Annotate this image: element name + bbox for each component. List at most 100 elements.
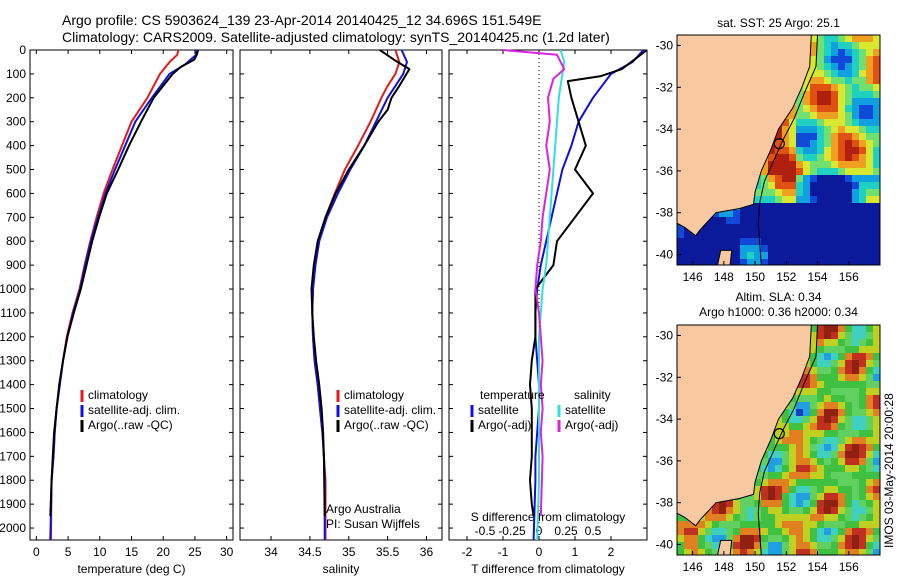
series-line-argo-raw-qc- [49, 49, 200, 517]
y-tick-label: 700 [6, 210, 26, 224]
x-tick-label: 30 [220, 545, 234, 559]
map-field [677, 325, 880, 555]
legend-label: Argo(..raw -QC) [88, 418, 173, 432]
land-mass [677, 325, 812, 527]
x-axis-label: salinity [323, 562, 360, 576]
lon-tick-label: 148 [714, 270, 734, 284]
profile-panel-2: 34 34.5 35 35.5 36 salinity climatologysatelli… [239, 49, 443, 576]
series-line-satellite-adj-clim- [311, 49, 408, 540]
x-tick-label: 10 [93, 545, 107, 559]
x2-axis-label: S difference from climatology [471, 510, 626, 524]
legend-label: climatology [344, 388, 404, 402]
lat-tick-label: -36 [656, 454, 674, 468]
map-field [677, 35, 880, 265]
legend-label: Argo(-adj) [478, 418, 531, 432]
map-title: sat. SST: 25 Argo: 25.1 [717, 16, 840, 30]
series-line-argo-raw-qc- [310, 49, 411, 517]
x2-tick-label: -0.5 [475, 524, 496, 538]
argo-position-marker [773, 428, 785, 440]
island [717, 249, 733, 265]
x-tick-label: 1 [572, 545, 579, 559]
lon-tick-label: 150 [745, 560, 765, 574]
lon-tick-label: 152 [776, 270, 796, 284]
x-tick-label: 36 [420, 545, 434, 559]
x-axis-label: temperature (deg C) [77, 562, 185, 576]
legend-label: satellite [478, 403, 519, 417]
x2-tick-label: -0.25 [498, 524, 526, 538]
y-tick-label: 1900 [0, 497, 26, 511]
legend-label: satellite-adj. clim. [88, 403, 180, 417]
lat-tick-label: -40 [656, 248, 674, 262]
x-tick-label: 25 [188, 545, 202, 559]
map-frame [676, 34, 881, 266]
figure-title-line1: Argo profile: CS 5903624_139 23-Apr-2014… [62, 12, 542, 28]
lat-tick-label: -34 [656, 412, 674, 426]
x2-tick-label: 0 [536, 524, 543, 538]
x-axis-label: T difference from climatology [471, 562, 625, 576]
map-frame [676, 324, 881, 556]
lon-tick-label: 148 [714, 560, 734, 574]
isobath-contour [757, 35, 818, 265]
map-subtitle: Argo h1000: 0.36 h2000: 0.34 [699, 305, 858, 319]
series-line-s-argo-adj- [502, 49, 566, 517]
legend-label: satellite [565, 403, 606, 417]
argo-position-marker [773, 138, 785, 150]
x-tick-label: 35 [342, 545, 356, 559]
y-tick-label: 2000 [0, 521, 26, 535]
lat-tick-label: -32 [656, 370, 674, 384]
y-tick-label: 1200 [0, 330, 26, 344]
y-tick-label: 1000 [0, 282, 26, 296]
x-tick-label: 0 [536, 545, 543, 559]
y-tick-label: 600 [6, 186, 26, 200]
x-tick-label: -2 [462, 545, 473, 559]
profile-panel-3: -2 -1 0 1 2 T difference from climatology -0.5… [448, 49, 648, 576]
sla-map: 146 148 150 152 154 156 -30 -32 -34 -36 -38 -40 Alti… [656, 290, 881, 574]
island [717, 539, 733, 555]
lon-tick-label: 150 [745, 270, 765, 284]
x-tick-label: 34.5 [298, 545, 322, 559]
land-mass [677, 35, 812, 237]
x-tick-label: 35.5 [376, 545, 400, 559]
x-tick-label: -1 [498, 545, 509, 559]
y-tick-label: 500 [6, 163, 26, 177]
x-tick-label: 15 [125, 545, 139, 559]
lat-tick-label: -30 [656, 38, 674, 52]
y-tick-label: 300 [6, 115, 26, 129]
y-tick-label: 0 [19, 43, 26, 57]
lat-tick-label: -40 [656, 538, 674, 552]
legend-label: Argo(..raw -QC) [344, 418, 429, 432]
y-tick-label: 100 [6, 67, 26, 81]
annotation-text: Argo Australia [326, 502, 401, 516]
isobath-contour [757, 325, 818, 555]
y-tick-label: 800 [6, 234, 26, 248]
legend-label: satellite-adj. clim. [344, 403, 436, 417]
lon-tick-label: 154 [808, 270, 828, 284]
x2-tick-label: 0.25 [554, 524, 578, 538]
lon-tick-label: 146 [683, 270, 703, 284]
lon-tick-label: 154 [808, 560, 828, 574]
legend-label: climatology [88, 388, 148, 402]
lat-tick-label: -38 [656, 206, 674, 220]
lat-tick-label: -30 [656, 328, 674, 342]
figure-title-line2: Climatology: CARS2009. Satellite-adjuste… [62, 29, 610, 45]
lat-tick-label: -34 [656, 122, 674, 136]
y-tick-label: 1300 [0, 354, 26, 368]
series-line-t-argo-adj- [529, 49, 648, 517]
series-line-s-satellite [536, 49, 566, 541]
series-group [310, 49, 411, 540]
profile-panel-1: 0100200300400500600700800900100011001200… [0, 43, 234, 576]
lon-tick-label: 146 [683, 560, 703, 574]
y-tick-label: 1800 [0, 473, 26, 487]
series-line-t-satellite [532, 49, 645, 541]
x2-tick-label: 0.5 [585, 524, 602, 538]
x-tick-label: 34 [264, 545, 278, 559]
legend-label: Argo(-adj) [565, 418, 618, 432]
lat-tick-label: -32 [656, 80, 674, 94]
y-tick-label: 1500 [0, 402, 26, 416]
legend-group-title: salinity [574, 388, 611, 402]
timestamp-stamp: IMOS 03-May-2014 20:00:28 [882, 393, 896, 548]
map-title: Altim. SLA: 0.34 [735, 290, 821, 304]
y-tick-label: 1700 [0, 449, 26, 463]
lat-tick-label: -38 [656, 496, 674, 510]
